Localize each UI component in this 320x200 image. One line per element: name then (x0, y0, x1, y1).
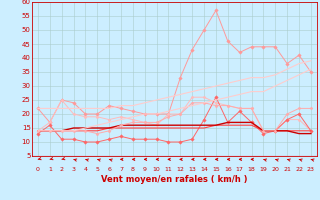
X-axis label: Vent moyen/en rafales ( km/h ): Vent moyen/en rafales ( km/h ) (101, 175, 248, 184)
